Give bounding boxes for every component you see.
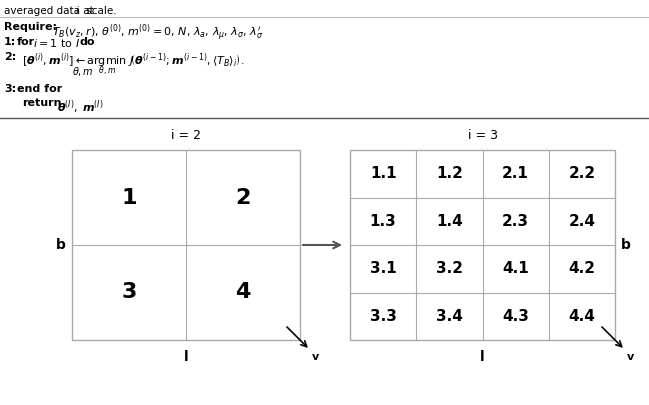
Text: 1.3: 1.3 — [370, 214, 397, 229]
Text: 4.3: 4.3 — [502, 309, 529, 324]
Text: 1:: 1: — [4, 37, 16, 47]
Text: i = 2: i = 2 — [171, 129, 201, 142]
Text: scale.: scale. — [83, 6, 117, 16]
Text: b: b — [56, 238, 66, 252]
Text: 2.1: 2.1 — [502, 166, 529, 181]
Text: 2:: 2: — [4, 52, 16, 62]
Text: l: l — [184, 350, 188, 364]
Text: return: return — [22, 98, 62, 108]
Bar — [350, 150, 615, 340]
Text: 3.1: 3.1 — [370, 261, 397, 276]
Text: 2: 2 — [236, 188, 251, 207]
Text: end for: end for — [17, 84, 62, 94]
Text: 3.3: 3.3 — [370, 309, 397, 324]
Text: 3.4: 3.4 — [436, 309, 463, 324]
Text: $i = 1$ to $I$: $i = 1$ to $I$ — [33, 37, 80, 49]
Text: 1.2: 1.2 — [436, 166, 463, 181]
Text: 3:: 3: — [4, 84, 16, 94]
Text: $T_B(v_z, r)$, $\theta^{(0)}$, $m^{(0)} = 0$, $N$, $\lambda_a$, $\lambda_\mu$, $: $T_B(v_z, r)$, $\theta^{(0)}$, $m^{(0)} … — [52, 22, 263, 43]
Text: do: do — [80, 37, 95, 47]
Text: $\theta,m$: $\theta,m$ — [72, 65, 94, 78]
Text: 1.1: 1.1 — [370, 166, 397, 181]
Text: i = 3: i = 3 — [467, 129, 498, 142]
Text: 2.3: 2.3 — [502, 214, 529, 229]
Text: 3.2: 3.2 — [436, 261, 463, 276]
Text: $\left[\boldsymbol{\theta}^{(i)}, \boldsymbol{m}^{(i)}\right] \leftarrow \unders: $\left[\boldsymbol{\theta}^{(i)}, \bolds… — [22, 52, 245, 79]
Text: 2.2: 2.2 — [569, 166, 595, 181]
Text: 4.4: 4.4 — [569, 309, 595, 324]
Text: b: b — [621, 238, 631, 252]
Text: v: v — [627, 352, 634, 362]
Bar — [72, 150, 300, 340]
Text: for: for — [17, 37, 35, 47]
Text: 4: 4 — [236, 283, 251, 303]
Text: 4.2: 4.2 — [569, 261, 595, 276]
Text: 1.4: 1.4 — [436, 214, 463, 229]
Text: i: i — [76, 6, 79, 16]
Text: Require:: Require: — [4, 22, 57, 32]
Text: 2.4: 2.4 — [569, 214, 595, 229]
Text: averaged data at: averaged data at — [4, 6, 97, 16]
Text: v: v — [312, 352, 319, 362]
Text: 4.1: 4.1 — [502, 261, 529, 276]
Text: l: l — [480, 350, 485, 364]
Text: $\boldsymbol{\theta}^{(I)},\; \boldsymbol{m}^{(I)}$: $\boldsymbol{\theta}^{(I)},\; \boldsymbo… — [57, 98, 104, 115]
Text: 3: 3 — [121, 283, 137, 303]
Text: 1: 1 — [121, 188, 137, 207]
